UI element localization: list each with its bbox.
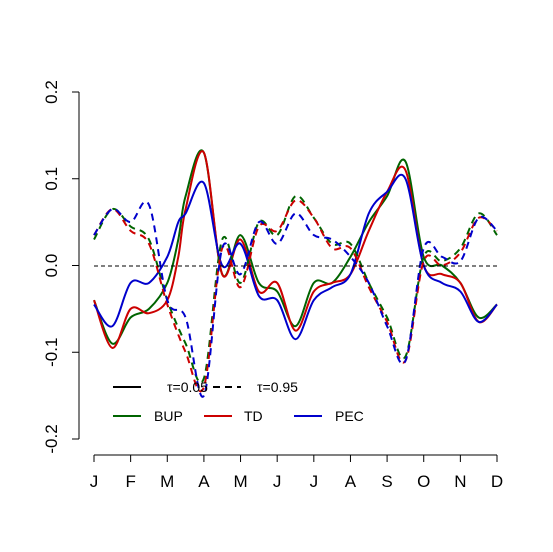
series-line-5 [93, 200, 498, 398]
series-line-0 [93, 149, 498, 345]
series-lines [93, 149, 498, 398]
x-tick-label: F [125, 472, 135, 491]
x-tick-label: J [310, 472, 319, 491]
x-tick-label: S [381, 472, 392, 491]
x-tick-label: A [198, 472, 210, 491]
x-tick-label: M [160, 472, 174, 491]
x-tick-label: J [273, 472, 282, 491]
legend-bup-label: BUP [154, 408, 183, 424]
legend-pec-label: PEC [335, 408, 364, 424]
series-line-3 [93, 194, 498, 384]
series-line-4 [93, 199, 498, 393]
x-tick-label: J [90, 472, 99, 491]
y-tick-label: -0.2 [42, 424, 61, 453]
x-tick-label: N [454, 472, 466, 491]
legend-tau-high-label: τ=0.95 [257, 379, 298, 395]
x-tick-label: O [417, 472, 430, 491]
y-axis-ticks: -0.2 -0.1 0.0 0.1 0.2 [42, 80, 79, 454]
legend-tau-low-label: τ=0.05 [167, 379, 208, 395]
legend-td-label: TD [244, 408, 263, 424]
legend: τ=0.05 τ=0.95 BUP TD PEC [113, 379, 364, 424]
x-tick-label: A [345, 472, 357, 491]
x-tick-label: D [491, 472, 503, 491]
y-tick-label: 0.0 [42, 254, 61, 278]
y-tick-label: 0.1 [42, 167, 61, 191]
y-tick-label: -0.1 [42, 338, 61, 367]
x-tick-label: M [233, 472, 247, 491]
y-tick-label: 0.2 [42, 80, 61, 104]
